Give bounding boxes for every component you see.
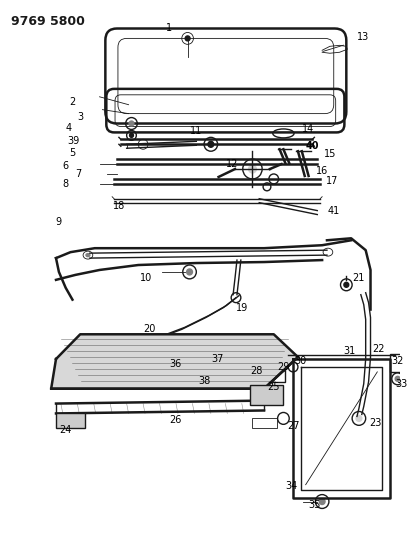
Bar [389,354,400,372]
Bar [252,418,276,429]
Text: 39: 39 [67,136,79,147]
Bar [178,341,194,359]
Text: 37: 37 [211,354,223,364]
Text: 25: 25 [267,382,279,392]
Ellipse shape [86,254,90,256]
Circle shape [343,282,348,287]
Text: 32: 32 [391,356,403,366]
Bar [56,414,85,429]
Circle shape [279,365,283,369]
Text: 35: 35 [308,500,320,511]
Text: 28: 28 [249,366,262,376]
Polygon shape [51,334,297,389]
Circle shape [355,415,361,422]
Text: 10: 10 [139,273,152,283]
Text: 15: 15 [323,149,335,159]
Text: 18: 18 [112,200,125,211]
Text: 3: 3 [77,111,83,122]
Text: 17: 17 [325,176,337,186]
Text: 31: 31 [342,346,355,356]
Circle shape [319,498,324,505]
Text: 16: 16 [315,166,328,176]
Text: 30: 30 [294,356,306,366]
Text: 1: 1 [166,22,172,33]
Text: 38: 38 [198,376,210,386]
Text: 33: 33 [394,379,407,389]
Text: 9769 5800: 9769 5800 [11,14,84,28]
Text: 7: 7 [75,169,81,179]
Text: 9: 9 [56,217,62,228]
Bar [249,385,283,405]
Circle shape [129,133,133,138]
Text: 5: 5 [69,148,75,158]
Text: 13: 13 [356,33,368,43]
Text: 36: 36 [169,359,181,369]
Text: 29: 29 [276,362,289,372]
Text: 24: 24 [59,425,72,435]
Circle shape [186,269,192,275]
Bar [263,364,285,382]
Circle shape [129,121,134,126]
Text: 27: 27 [286,421,299,431]
Circle shape [207,141,213,147]
Text: 21: 21 [352,273,364,283]
Text: 34: 34 [284,481,297,491]
Text: 23: 23 [368,418,381,429]
Circle shape [248,165,256,173]
Text: 8: 8 [63,179,69,189]
Text: 41: 41 [327,206,339,215]
Text: 6: 6 [63,161,69,171]
Text: 22: 22 [371,344,384,354]
Text: 4: 4 [65,124,72,133]
Circle shape [394,376,399,381]
Text: 14: 14 [301,124,313,134]
Text: 11: 11 [190,126,202,136]
Text: 2: 2 [69,96,75,107]
Text: 26: 26 [169,415,181,425]
Text: 12: 12 [225,159,238,169]
Bar [207,339,223,357]
Text: 40: 40 [305,141,319,151]
Text: 19: 19 [235,303,247,312]
Circle shape [185,36,189,41]
Text: 20: 20 [143,325,156,334]
